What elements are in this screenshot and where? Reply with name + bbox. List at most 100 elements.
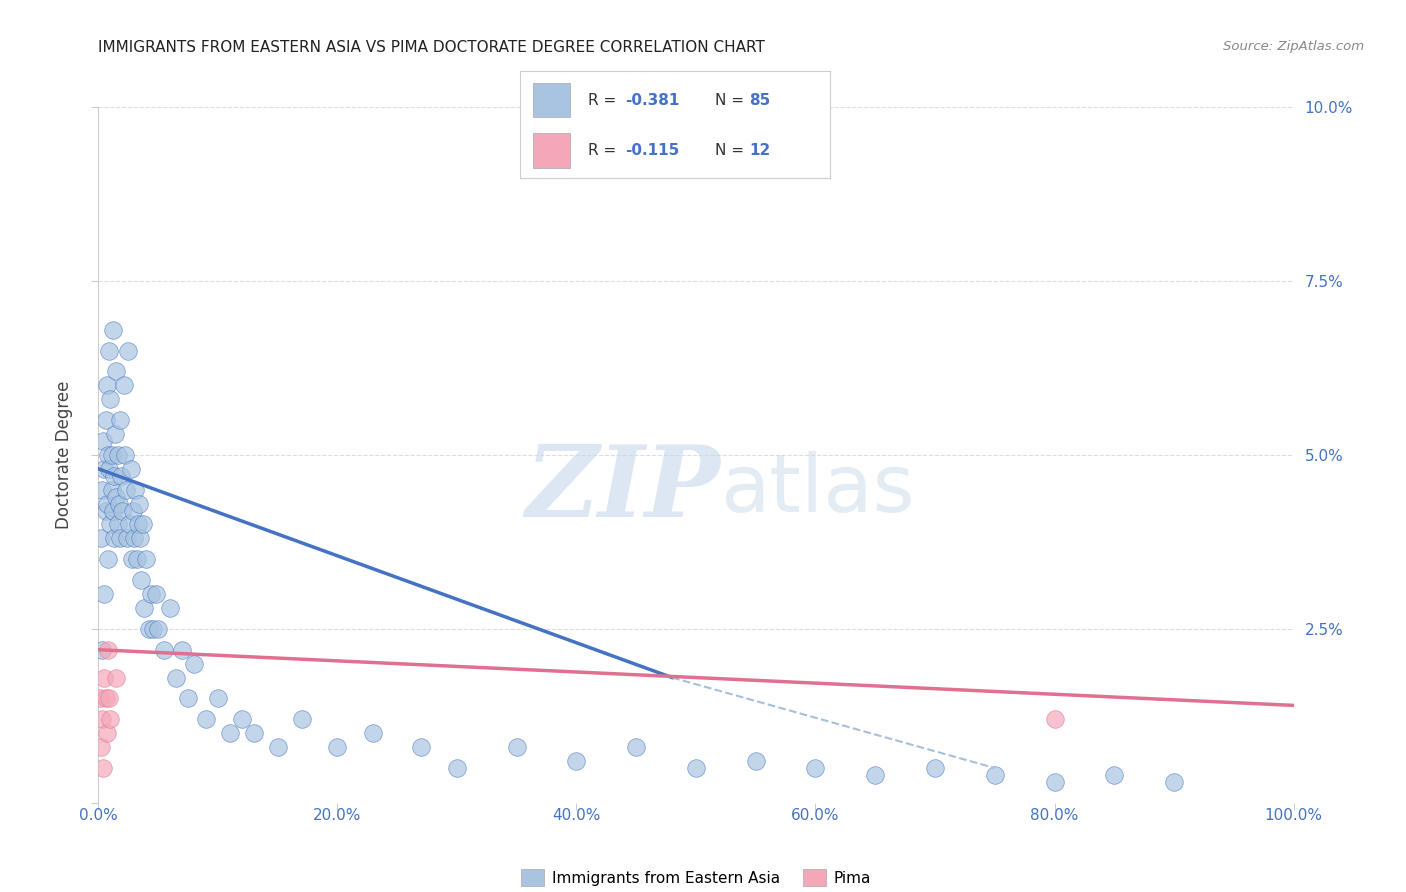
Point (159, 601, 181, 615)
Point (108, 413, 131, 427)
Point (219, 726, 242, 740)
Point (291, 712, 314, 726)
Point (94, 691, 117, 706)
Point (108, 532, 131, 546)
Point (165, 671, 187, 685)
Point (98, 517, 122, 532)
Point (139, 587, 162, 601)
Point (94, 503, 117, 517)
Text: 12: 12 (749, 143, 770, 158)
Point (984, 768, 1007, 782)
Point (363, 726, 385, 740)
Point (93, 587, 115, 601)
Point (1043, 775, 1066, 789)
Point (105, 671, 128, 685)
Point (1043, 712, 1066, 726)
Point (127, 517, 149, 532)
Point (100, 483, 122, 497)
Point (183, 657, 205, 671)
Text: -0.115: -0.115 (626, 143, 679, 158)
Point (124, 483, 146, 497)
Point (243, 726, 266, 740)
Point (124, 532, 146, 546)
Point (89, 691, 111, 706)
Point (90, 532, 112, 546)
Point (411, 740, 433, 755)
Text: N =: N = (716, 93, 749, 108)
Point (231, 712, 253, 726)
Point (1163, 775, 1185, 789)
Point (93, 462, 115, 476)
Point (207, 691, 229, 706)
Point (145, 587, 167, 601)
Point (97, 642, 120, 657)
Point (96, 726, 118, 740)
Point (111, 503, 134, 517)
Point (565, 754, 588, 768)
Text: -0.381: -0.381 (626, 93, 679, 108)
Text: atlas: atlas (720, 450, 914, 529)
Point (685, 761, 707, 775)
Point (131, 573, 153, 587)
Text: 100.0%: 100.0% (1264, 808, 1323, 823)
Point (91, 483, 114, 497)
Text: R =: R = (588, 143, 621, 158)
Point (142, 622, 165, 636)
Point (91, 712, 114, 726)
Point (90, 740, 112, 755)
Text: 0.0%: 0.0% (79, 808, 118, 823)
Point (104, 427, 127, 442)
Point (103, 468, 125, 483)
Point (107, 448, 129, 462)
Point (863, 768, 887, 782)
Point (105, 364, 128, 378)
Point (98, 712, 122, 726)
Point (135, 552, 157, 566)
Text: IMMIGRANTS FROM EASTERN ASIA VS PIMA DOCTORATE DEGREE CORRELATION CHART: IMMIGRANTS FROM EASTERN ASIA VS PIMA DOC… (98, 40, 765, 55)
Point (172, 642, 194, 657)
Point (100, 448, 122, 462)
Point (97, 448, 120, 462)
Point (115, 483, 138, 497)
Text: 85: 85 (749, 93, 770, 108)
Point (125, 552, 148, 566)
Point (101, 503, 124, 517)
Point (194, 712, 218, 726)
Text: 20.0%: 20.0% (314, 808, 361, 823)
Point (110, 468, 132, 483)
Point (93, 671, 115, 685)
Point (117, 343, 139, 358)
Point (91, 642, 114, 657)
Point (745, 754, 768, 768)
FancyBboxPatch shape (533, 83, 569, 118)
Point (114, 448, 136, 462)
Point (924, 761, 946, 775)
Point (129, 532, 152, 546)
Point (107, 497, 129, 511)
Point (446, 761, 468, 775)
Point (267, 740, 290, 755)
Point (94, 413, 117, 427)
Point (506, 740, 529, 755)
Point (91, 434, 114, 448)
Point (122, 503, 145, 517)
Point (98, 343, 121, 358)
Point (103, 532, 125, 546)
Text: ZIP: ZIP (524, 442, 720, 538)
Point (132, 601, 155, 615)
Point (120, 462, 142, 476)
Text: 60.0%: 60.0% (792, 808, 839, 823)
Point (115, 532, 138, 546)
Point (97, 552, 120, 566)
Point (112, 378, 135, 392)
Point (105, 490, 128, 504)
Text: R =: R = (588, 93, 621, 108)
Point (96, 497, 118, 511)
Point (98, 691, 121, 706)
Point (148, 622, 170, 636)
Point (1102, 768, 1125, 782)
FancyBboxPatch shape (533, 134, 569, 168)
Point (326, 740, 349, 755)
Point (177, 691, 200, 706)
Text: 40.0%: 40.0% (553, 808, 600, 823)
